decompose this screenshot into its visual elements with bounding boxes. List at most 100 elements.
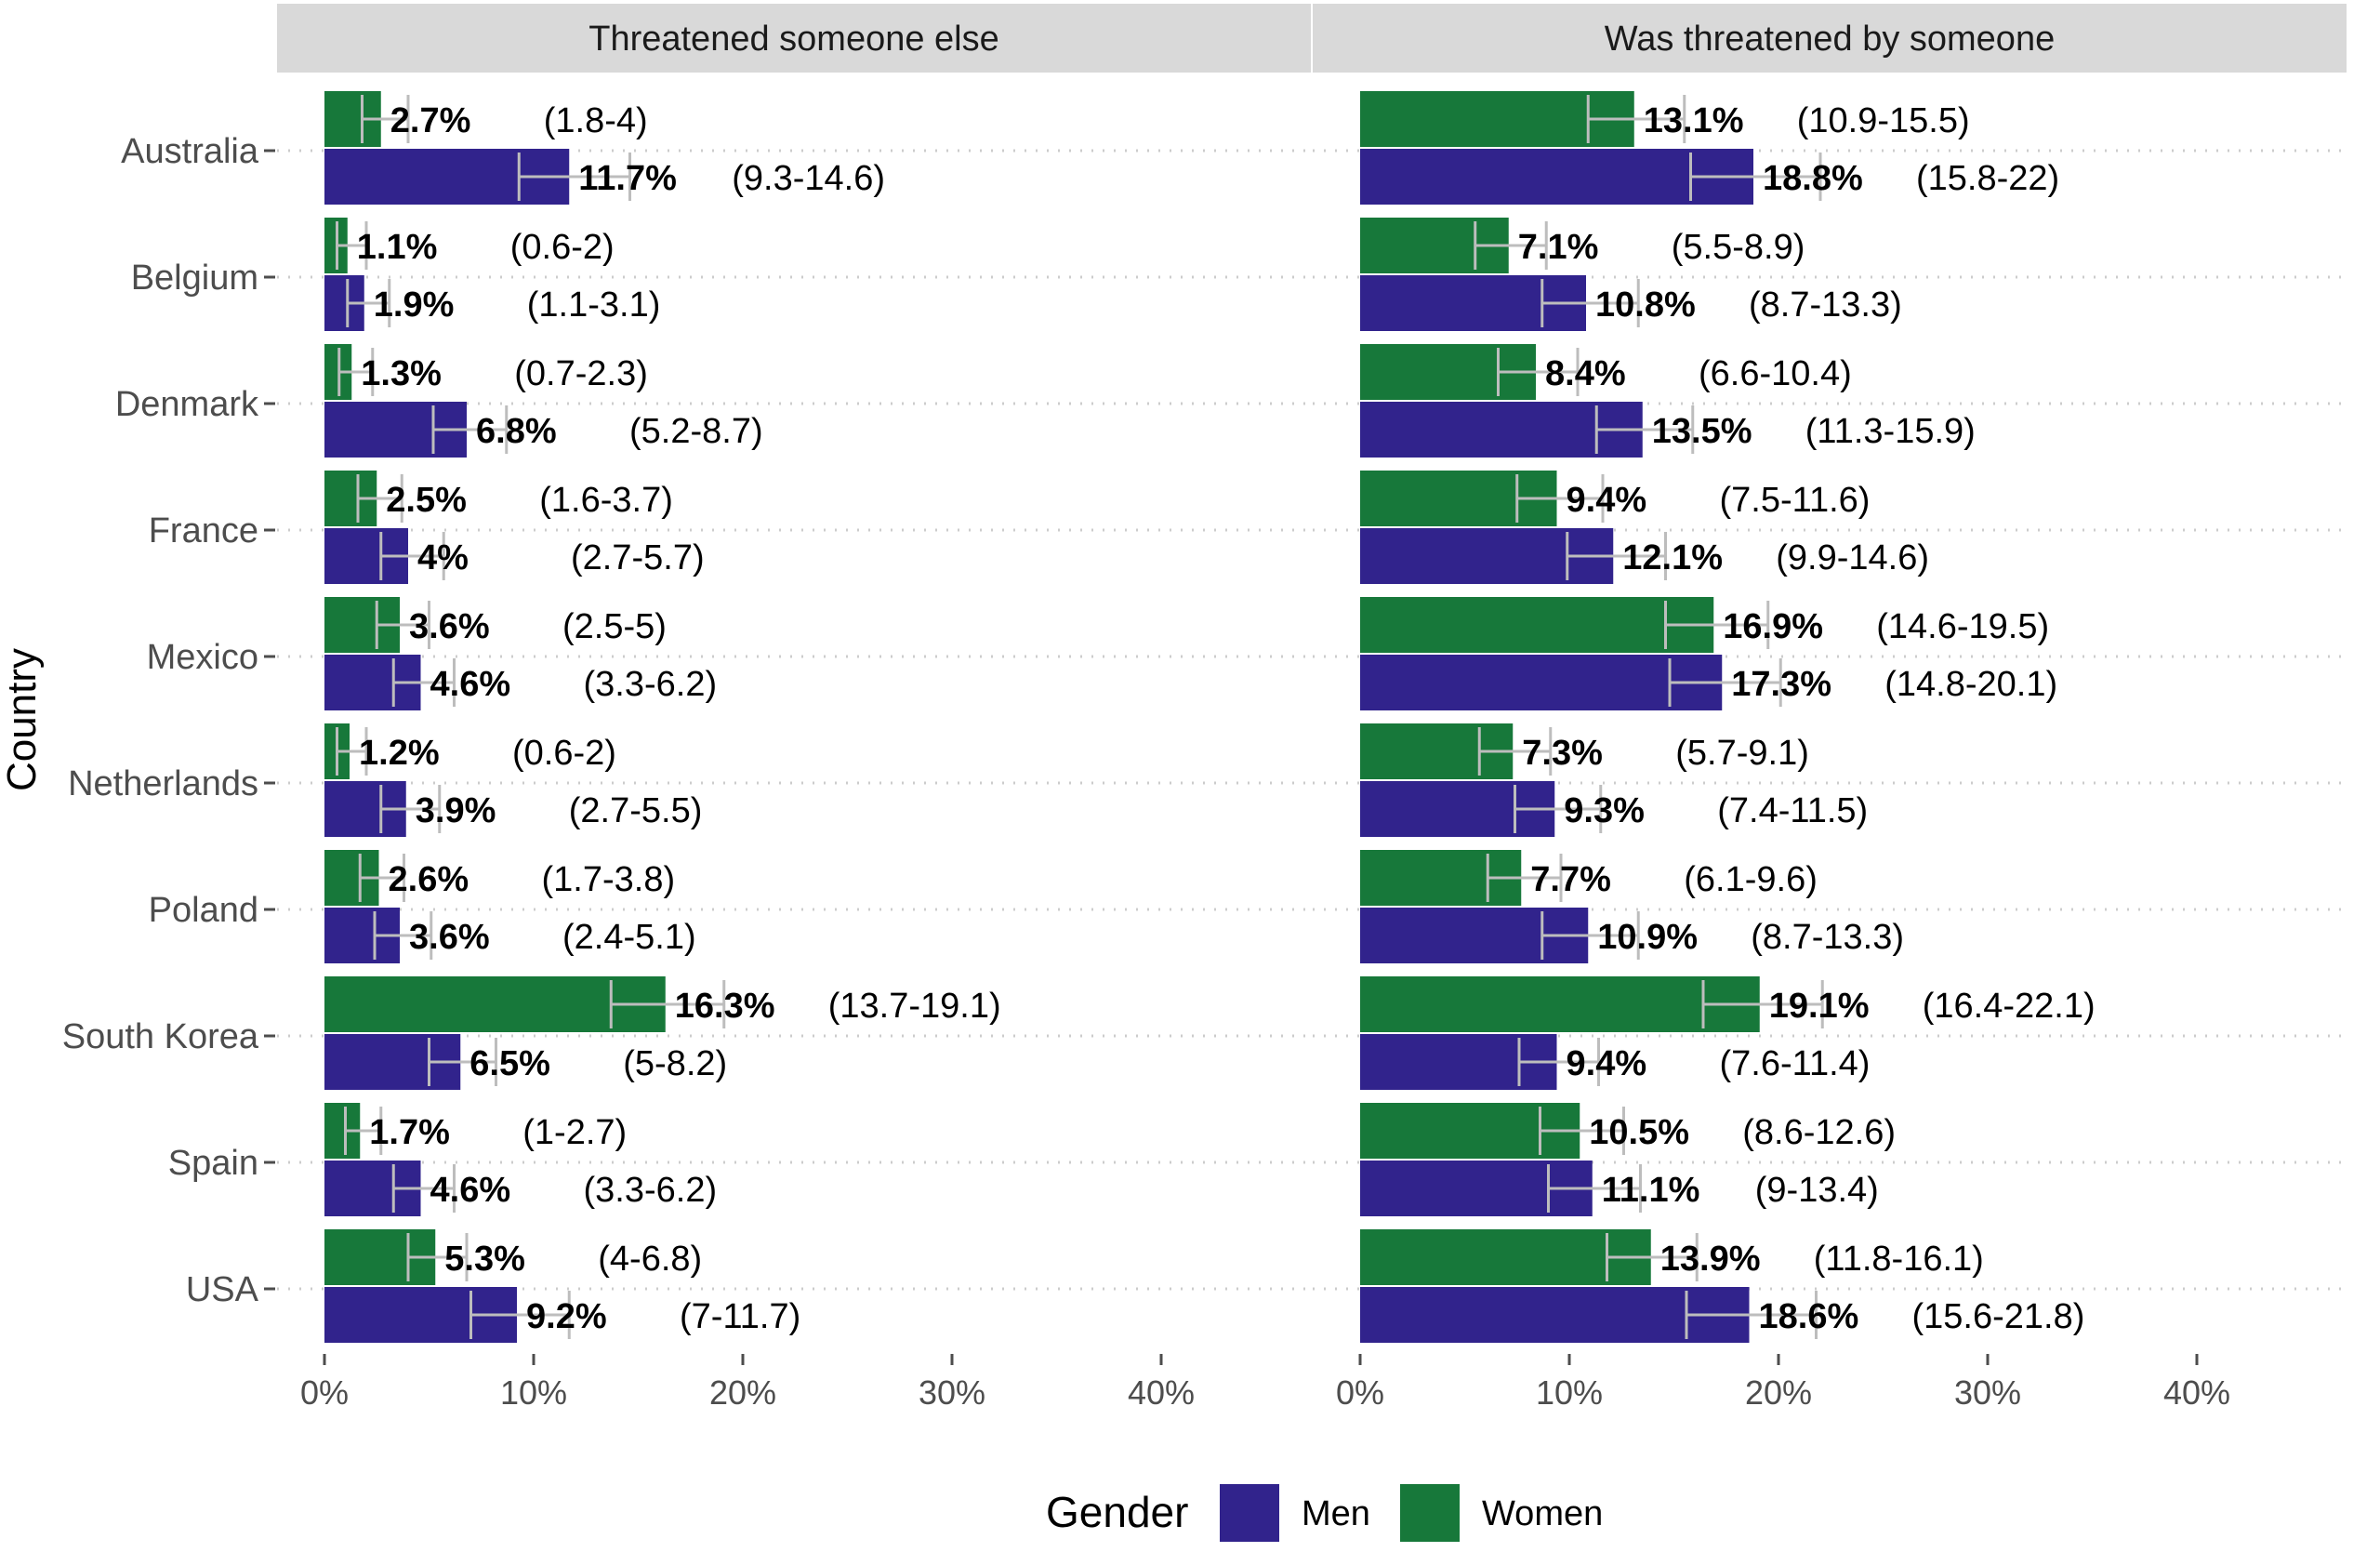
panel2-men-denmark-ci-label: (11.3-15.9) bbox=[1805, 412, 1976, 451]
panel1-x-tick-label-10: 10% bbox=[500, 1373, 567, 1412]
panel1-women-spain-ci-label: (1-2.7) bbox=[522, 1113, 627, 1152]
panel1-men-denmark-ci-label: (5.2-8.7) bbox=[629, 412, 763, 451]
country-label-denmark: Denmark bbox=[115, 385, 259, 424]
panel1-men-netherlands-ci-label: (2.7-5.5) bbox=[569, 791, 703, 830]
panel1-men-france-value-label: 4% bbox=[417, 538, 469, 577]
panel2-title: Was threatened by someone bbox=[1605, 20, 2055, 59]
panel2-women-poland-value-label: 7.7% bbox=[1530, 860, 1611, 899]
panel1-men-south-korea-value-label: 6.5% bbox=[469, 1044, 550, 1083]
panel2-women-south-korea-bar bbox=[1360, 976, 1760, 1032]
country-label-netherlands: Netherlands bbox=[68, 764, 258, 803]
panel1-women-denmark-value-label: 1.3% bbox=[361, 354, 442, 393]
panel1-men-poland-ci-label: (2.4-5.1) bbox=[562, 918, 696, 957]
country-label-belgium: Belgium bbox=[131, 259, 258, 298]
panel2-x-tick-label-30: 30% bbox=[1954, 1373, 2021, 1412]
country-label-australia: Australia bbox=[121, 132, 259, 171]
panel1-men-denmark-value-label: 6.8% bbox=[476, 412, 557, 451]
panel2-men-south-korea-ci-label: (7.6-11.4) bbox=[1720, 1044, 1871, 1083]
panel1-men-spain-value-label: 4.6% bbox=[430, 1171, 511, 1210]
panel1-women-australia-ci-label: (1.8-4) bbox=[544, 101, 648, 140]
panel2-men-poland-value-label: 10.9% bbox=[1597, 918, 1698, 957]
panel2-women-usa-ci-label: (11.8-16.1) bbox=[1814, 1240, 1984, 1279]
country-label-poland: Poland bbox=[149, 891, 258, 930]
panel1-women-south-korea-ci-label: (13.7-19.1) bbox=[828, 987, 1001, 1026]
panel1-women-netherlands-ci-label: (0.6-2) bbox=[512, 734, 616, 773]
panel1-x-tick-label-30: 30% bbox=[919, 1373, 985, 1412]
panel2-men-france-ci-label: (9.9-14.6) bbox=[1776, 538, 1929, 577]
legend-swatch-women bbox=[1400, 1484, 1460, 1542]
panel1-women-mexico-value-label: 3.6% bbox=[409, 607, 490, 646]
y-axis-title: Country bbox=[0, 648, 45, 791]
panel1-women-south-korea-value-label: 16.3% bbox=[675, 987, 775, 1026]
panel1-women-mexico-ci-label: (2.5-5) bbox=[562, 607, 667, 646]
panel2-women-france-ci-label: (7.5-11.6) bbox=[1720, 481, 1871, 520]
panel1-women-spain-value-label: 1.7% bbox=[369, 1113, 450, 1152]
panel1-men-mexico-value-label: 4.6% bbox=[430, 665, 511, 704]
panel2-women-netherlands-value-label: 7.3% bbox=[1522, 734, 1603, 773]
panel1-women-poland-value-label: 2.6% bbox=[389, 860, 469, 899]
panel2-men-australia-ci-label: (15.8-22) bbox=[1916, 159, 2059, 198]
panel2-women-belgium-ci-label: (5.5-8.9) bbox=[1672, 228, 1805, 267]
panel1-women-france-value-label: 2.5% bbox=[386, 481, 467, 520]
panel2-women-mexico-value-label: 16.9% bbox=[1723, 607, 1823, 646]
panel1-men-belgium-value-label: 1.9% bbox=[374, 285, 455, 325]
panel2-men-australia-value-label: 18.8% bbox=[1763, 159, 1863, 198]
country-label-france: France bbox=[149, 511, 258, 550]
panel2-men-usa-value-label: 18.6% bbox=[1759, 1297, 1859, 1336]
panel1-women-usa-value-label: 5.3% bbox=[444, 1240, 525, 1279]
panel1-women-usa-ci-label: (4-6.8) bbox=[598, 1240, 702, 1279]
panel1-men-poland-value-label: 3.6% bbox=[409, 918, 490, 957]
panel1-x-tick-label-0: 0% bbox=[300, 1373, 349, 1412]
panel1-women-france-ci-label: (1.6-3.7) bbox=[539, 481, 673, 520]
panel1-women-poland-ci-label: (1.7-3.8) bbox=[542, 860, 676, 899]
panel1-men-belgium-ci-label: (1.1-3.1) bbox=[527, 285, 661, 325]
panel2-women-france-value-label: 9.4% bbox=[1567, 481, 1647, 520]
panel2-men-poland-ci-label: (8.7-13.3) bbox=[1751, 918, 1904, 957]
panel1-women-netherlands-value-label: 1.2% bbox=[359, 734, 440, 773]
panel1-women-south-korea-bar bbox=[324, 976, 666, 1032]
legend-label-women: Women bbox=[1482, 1494, 1603, 1533]
panel2-men-belgium-value-label: 10.8% bbox=[1595, 285, 1696, 325]
panel1-strip bbox=[277, 4, 1311, 73]
country-label-south-korea: South Korea bbox=[62, 1017, 259, 1056]
panel2-women-south-korea-ci-label: (16.4-22.1) bbox=[1923, 987, 2096, 1026]
panel2-men-spain-value-label: 11.1% bbox=[1602, 1171, 1700, 1210]
panel1-men-australia-value-label: 11.7% bbox=[578, 159, 677, 198]
panel2-strip bbox=[1313, 4, 2347, 73]
panel1-men-usa-value-label: 9.2% bbox=[526, 1297, 607, 1336]
panel1-title: Threatened someone else bbox=[588, 20, 999, 59]
panel1-men-south-korea-ci-label: (5-8.2) bbox=[623, 1044, 727, 1083]
panel2-women-spain-value-label: 10.5% bbox=[1589, 1113, 1689, 1152]
panel1-men-france-ci-label: (2.7-5.7) bbox=[571, 538, 705, 577]
panel1-men-australia-ci-label: (9.3-14.6) bbox=[732, 159, 885, 198]
panel1-men-spain-ci-label: (3.3-6.2) bbox=[584, 1171, 718, 1210]
panel2-men-australia-bar bbox=[1360, 149, 1753, 205]
panel1-men-usa-ci-label: (7-11.7) bbox=[680, 1297, 800, 1336]
country-label-mexico: Mexico bbox=[147, 638, 258, 677]
panel2-women-denmark-ci-label: (6.6-10.4) bbox=[1699, 354, 1852, 393]
panel2-men-netherlands-value-label: 9.3% bbox=[1564, 791, 1645, 830]
panel2-men-netherlands-ci-label: (7.4-11.5) bbox=[1717, 791, 1868, 830]
panel1-men-netherlands-value-label: 3.9% bbox=[416, 791, 496, 830]
panel2-x-tick-label-10: 10% bbox=[1536, 1373, 1603, 1412]
legend-title: Gender bbox=[1046, 1488, 1188, 1536]
panel1-women-denmark-ci-label: (0.7-2.3) bbox=[514, 354, 648, 393]
panel2-x-tick-label-40: 40% bbox=[2163, 1373, 2230, 1412]
panel2-women-australia-value-label: 13.1% bbox=[1644, 101, 1744, 140]
panel2-men-usa-ci-label: (15.6-21.8) bbox=[1912, 1297, 2085, 1336]
panel2-men-france-value-label: 12.1% bbox=[1622, 538, 1723, 577]
panel2-women-australia-ci-label: (10.9-15.5) bbox=[1797, 101, 1970, 140]
panel2-women-spain-ci-label: (8.6-12.6) bbox=[1742, 1113, 1896, 1152]
panel2-women-usa-value-label: 13.9% bbox=[1660, 1240, 1761, 1279]
panel2-women-belgium-value-label: 7.1% bbox=[1518, 228, 1599, 267]
panel1-men-mexico-ci-label: (3.3-6.2) bbox=[584, 665, 718, 704]
panel2-men-mexico-value-label: 17.3% bbox=[1731, 665, 1831, 704]
legend-label-men: Men bbox=[1302, 1494, 1370, 1533]
panel2-men-south-korea-value-label: 9.4% bbox=[1567, 1044, 1647, 1083]
country-label-usa: USA bbox=[186, 1270, 259, 1309]
panel2-women-poland-ci-label: (6.1-9.6) bbox=[1684, 860, 1818, 899]
panel1-women-belgium-value-label: 1.1% bbox=[357, 228, 438, 267]
panel1-x-tick-label-40: 40% bbox=[1128, 1373, 1195, 1412]
